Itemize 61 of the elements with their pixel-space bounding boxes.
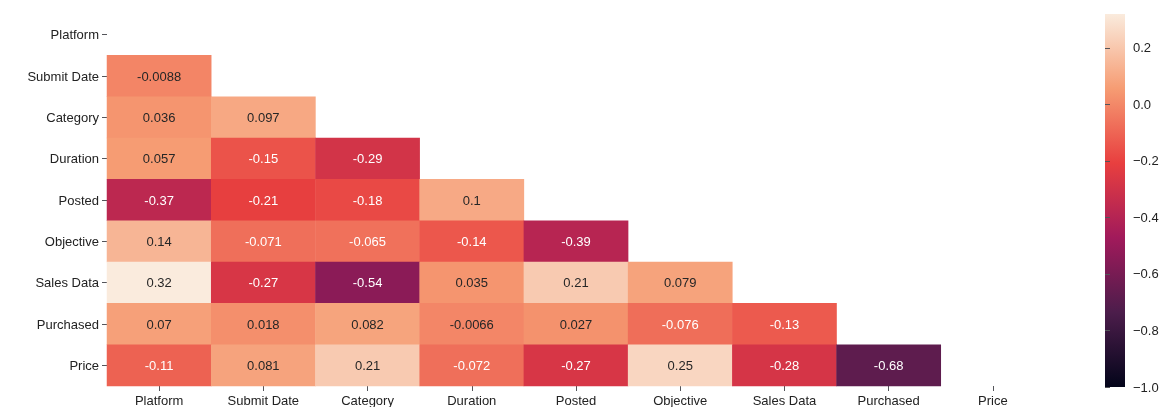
data-label: 0.035 <box>455 275 489 291</box>
data-label: -0.072 <box>453 357 491 373</box>
color-bar-label: 0.2 <box>1133 40 1152 56</box>
data-label: -0.13 <box>769 316 800 332</box>
y-tick-label: Posted <box>58 192 99 208</box>
data-label: 0.25 <box>667 357 693 373</box>
y-tick-label: Price <box>69 357 99 373</box>
data-label: -0.076 <box>661 316 699 332</box>
color-bar-label: −0.8 <box>1133 322 1159 338</box>
data-label: 0.21 <box>354 357 381 373</box>
x-tick-label: Posted <box>555 393 597 407</box>
data-label: 0.14 <box>146 233 172 249</box>
data-label: -0.68 <box>873 357 904 373</box>
data-label: -0.0088 <box>137 68 182 84</box>
color-bar-label: −1.0 <box>1133 379 1159 395</box>
data-label: -0.15 <box>248 151 279 167</box>
data-label: 0.097 <box>247 109 280 125</box>
data-label: -0.18 <box>352 192 383 208</box>
data-label: 0.036 <box>142 109 176 125</box>
data-label: -0.29 <box>352 151 383 167</box>
color-bar-label: −0.4 <box>1133 209 1159 225</box>
data-label: -0.27 <box>248 275 279 291</box>
data-label: -0.21 <box>248 192 279 208</box>
x-tick-label: Duration <box>447 393 497 407</box>
y-tick-label: Duration <box>49 151 99 167</box>
data-label: 0.027 <box>559 316 593 332</box>
data-label: -0.37 <box>144 192 174 208</box>
data-label: -0.27 <box>561 357 591 373</box>
data-label: 0.057 <box>142 151 176 167</box>
data-label: -0.065 <box>349 233 386 249</box>
data-label: 0.1 <box>462 192 481 208</box>
color-bar-label: 0.0 <box>1133 96 1152 112</box>
y-tick-label: Objective <box>44 233 99 249</box>
data-label: -0.39 <box>561 233 591 249</box>
data-label: -0.28 <box>769 357 800 373</box>
y-tick-label: Category <box>46 109 100 125</box>
data-label: 0.079 <box>663 275 697 291</box>
data-label: -0.14 <box>456 233 487 249</box>
data-label: -0.0066 <box>449 316 494 332</box>
x-tick-label: Purchased <box>857 393 920 407</box>
data-label: 0.018 <box>247 316 280 332</box>
y-tick-label: Platform <box>50 27 99 43</box>
data-label: -0.54 <box>352 275 383 291</box>
data-label: 0.32 <box>146 275 172 291</box>
data-label: 0.082 <box>351 316 384 332</box>
x-tick-label: Objective <box>653 393 708 407</box>
data-label: -0.11 <box>144 357 174 373</box>
y-tick-label: Purchased <box>36 316 99 332</box>
x-tick-label: Sales Data <box>752 393 818 407</box>
data-label: 0.081 <box>247 357 280 373</box>
color-bar-label: −0.2 <box>1133 153 1159 169</box>
x-tick-label: Price <box>978 393 1008 407</box>
x-tick-label: Submit Date <box>227 393 300 407</box>
y-tick-label: Sales Data <box>35 275 100 291</box>
y-tick-label: Submit Date <box>27 68 99 84</box>
data-label: 0.21 <box>563 275 589 291</box>
x-tick-label: Platform <box>134 393 184 407</box>
data-label: 0.07 <box>146 316 172 332</box>
x-tick-label: Category <box>341 393 395 407</box>
color-bar-label: −0.6 <box>1133 266 1159 282</box>
data-label: -0.071 <box>244 233 282 249</box>
